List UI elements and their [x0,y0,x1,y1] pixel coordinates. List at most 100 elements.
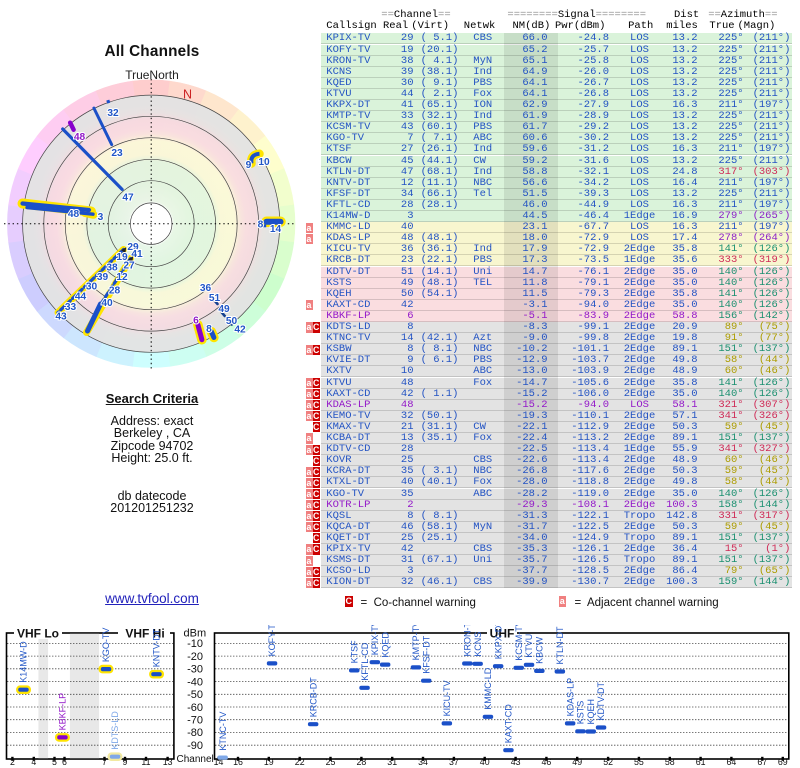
svg-text:31: 31 [387,757,397,767]
svg-text:KTVU: KTVU [524,634,534,658]
svg-text:N: N [183,88,192,102]
svg-text:4: 4 [31,757,36,767]
svg-text:48: 48 [68,209,80,220]
svg-text:KPIX-TV: KPIX-TV [370,625,380,655]
svg-text:50: 50 [226,316,238,327]
svg-text:28: 28 [109,286,121,297]
svg-text:46: 46 [542,757,552,767]
svg-text:-40: -40 [187,676,203,688]
svg-text:36: 36 [200,283,212,294]
svg-text:14: 14 [214,757,224,767]
svg-text:KQED: KQED [380,632,390,658]
svg-text:40: 40 [101,298,113,309]
svg-text:29: 29 [127,242,139,253]
svg-text:8: 8 [258,220,264,231]
svg-text:32: 32 [107,108,119,119]
svg-text:KBCW: KBCW [535,636,545,664]
svg-text:14: 14 [270,224,282,235]
svg-text:25: 25 [326,757,336,767]
svg-text:KFTL-CD: KFTL-CD [360,642,370,681]
svg-text:44: 44 [75,292,87,303]
svg-text:KDTV-DT: KDTV-DT [596,681,606,720]
svg-text:KTLN-DT: KTLN-DT [555,626,565,665]
svg-text:KSTS: KSTS [576,701,586,725]
svg-text:VHF Hi: VHF Hi [125,627,164,641]
svg-text:47: 47 [122,193,134,204]
svg-text:9: 9 [123,757,128,767]
svg-text:69: 69 [778,757,788,767]
svg-text:KRON-TV: KRON-TV [463,625,473,657]
svg-text:UHF: UHF [490,627,515,641]
svg-text:-50: -50 [187,689,203,701]
svg-text:6: 6 [62,757,67,767]
svg-text:KQEH: KQEH [586,699,596,725]
svg-text:33: 33 [65,302,77,313]
svg-text:28: 28 [357,757,367,767]
svg-text:19: 19 [264,757,274,767]
svg-text:KKPX-DT: KKPX-DT [493,625,503,659]
svg-text:67: 67 [757,757,767,767]
svg-text:-10: -10 [187,638,203,650]
svg-text:37: 37 [449,757,459,767]
svg-text:KCNS: KCNS [473,632,483,657]
svg-text:27: 27 [123,261,135,272]
svg-text:-80: -80 [187,727,203,739]
svg-text:2: 2 [10,757,15,767]
svg-text:10: 10 [258,157,270,168]
svg-text:61: 61 [696,757,706,767]
svg-text:22: 22 [295,757,305,767]
svg-text:13: 13 [163,757,173,767]
svg-text:48: 48 [74,132,86,143]
svg-text:52: 52 [603,757,613,767]
svg-text:KGO-TV: KGO-TV [101,628,111,663]
svg-text:23: 23 [111,148,123,159]
svg-text:KMMC-LD: KMMC-LD [483,667,493,709]
svg-text:41: 41 [131,249,143,260]
svg-text:KDAS-LP: KDAS-LP [565,678,575,717]
svg-text:KMTP-TV: KMTP-TV [411,625,421,660]
svg-text:42: 42 [234,325,246,336]
svg-text:34: 34 [418,757,428,767]
svg-text:49: 49 [572,757,582,767]
svg-text:KAXT-CD: KAXT-CD [504,704,514,744]
svg-text:19: 19 [116,252,128,263]
svg-text:12: 12 [116,272,128,283]
svg-text:7: 7 [102,757,107,767]
svg-text:-90: -90 [187,740,203,752]
svg-text:KRCB-DT: KRCB-DT [308,677,318,718]
svg-text:39: 39 [97,272,109,283]
svg-text:-30: -30 [187,664,203,676]
svg-text:-70: -70 [187,715,203,727]
svg-text:43: 43 [511,757,521,767]
svg-text:40: 40 [480,757,490,767]
svg-text:6: 6 [193,316,199,327]
svg-text:KDTS-LD: KDTS-LD [110,711,120,750]
svg-text:64: 64 [727,757,737,767]
svg-text:43: 43 [55,312,67,323]
svg-text:KTNC-TV: KTNC-TV [218,712,228,751]
svg-text:K14MW-D: K14MW-D [19,641,29,683]
svg-text:VHF Lo: VHF Lo [17,627,59,641]
svg-text:51: 51 [209,293,221,304]
svg-text:30: 30 [86,282,98,293]
svg-text:16: 16 [233,757,243,767]
svg-text:-20: -20 [187,651,203,663]
svg-text:38: 38 [106,263,118,274]
svg-text:55: 55 [634,757,644,767]
svg-text:KNTV-DT: KNTV-DT [152,628,162,667]
svg-text:KOFY-TV: KOFY-TV [267,625,277,656]
svg-text:KBKF-LP: KBKF-LP [58,693,68,731]
svg-text:3: 3 [98,212,104,223]
svg-text:-60: -60 [187,702,203,714]
svg-text:58: 58 [665,757,675,767]
svg-text:KCSM-TV: KCSM-TV [514,625,524,661]
svg-text:KTSF: KTSF [350,640,360,664]
svg-text:49: 49 [218,304,230,315]
svg-text:dBm: dBm [184,628,207,640]
svg-text:9: 9 [246,160,252,171]
svg-text:8: 8 [206,324,212,335]
svg-text:KFSF-DT: KFSF-DT [421,635,431,673]
svg-text:5: 5 [52,757,57,767]
svg-text:11: 11 [141,757,150,767]
svg-text:Channel: Channel [177,754,214,765]
